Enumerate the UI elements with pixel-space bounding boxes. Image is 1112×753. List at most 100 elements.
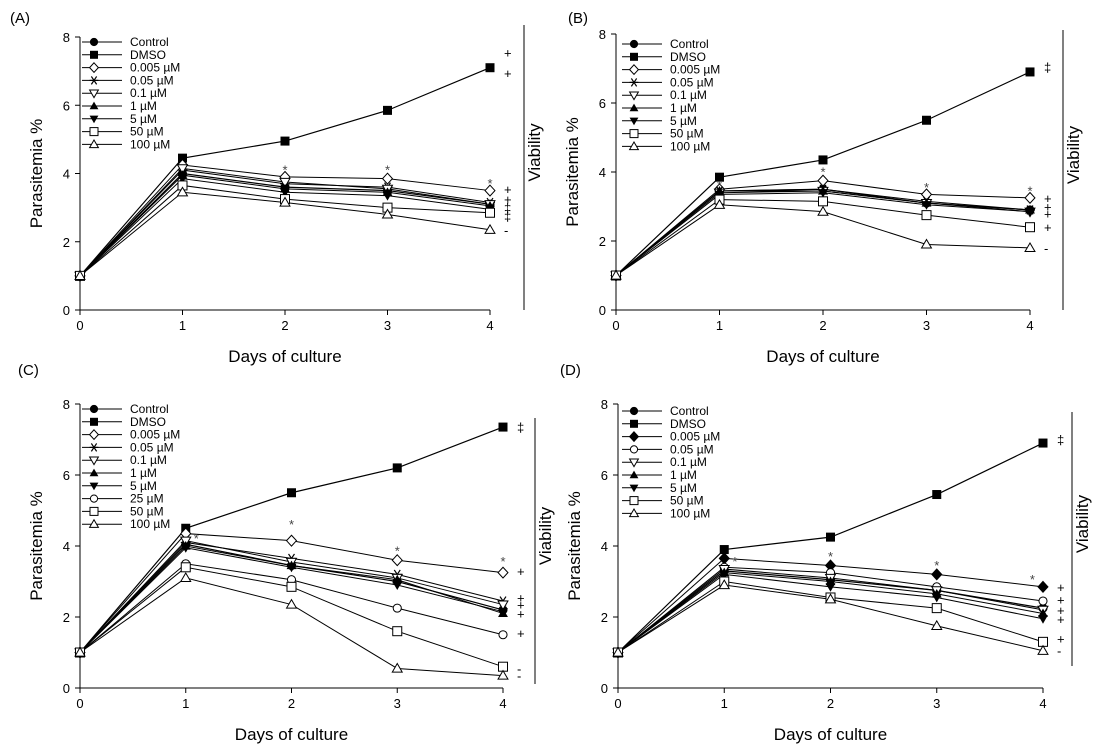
data-point [930,619,943,630]
significance-star: * [289,517,294,532]
chart-panel-a: (A) 0 2 4 6 8 0 1 2 3 4 Days of culture Parasitemia … [0,0,556,376]
legend-marker [88,518,100,528]
panel-label: (C) [18,362,39,379]
significance-star: * [924,180,929,195]
x-tick-label: 0 [612,318,619,333]
data-point [498,608,508,617]
legend-marker [629,406,639,416]
x-axis-title: Days of culture [235,725,348,744]
legend-entry: 0.005 µM [82,428,180,442]
x-tick-label: 4 [486,318,493,333]
data-point [713,198,726,209]
legend-entry: Control [82,402,169,416]
viability-label: Viability [536,506,555,565]
y-tick-label: 8 [63,30,70,45]
legend-marker [89,101,99,110]
data-point [286,563,297,573]
legend-label: 5 µM [130,479,157,493]
significance-star: * [1027,183,1032,198]
data-point [818,189,828,198]
viability-symbol: ‡ [517,420,524,435]
data-point [1037,644,1049,655]
legend-marker [628,91,640,101]
data-point [392,574,403,584]
legend-marker [90,417,98,426]
data-point [74,269,86,280]
legend-entry: 1 µM [82,466,157,480]
data-point [485,207,495,218]
viability-symbol: + [504,45,512,60]
x-tick-label: 3 [933,696,940,711]
y-axis-title: Parasitemia % [27,119,46,229]
y-axis-title: Parasitemia % [565,491,584,601]
series-markers-100-um [612,579,1049,657]
legend-label: 0.005 µM [670,430,720,444]
legend-marker [629,445,639,454]
viability-label: Viability [525,123,544,182]
data-point [280,136,290,146]
legend-marker [89,482,99,491]
legend-marker [89,404,99,414]
data-point [1025,222,1035,233]
legend-label: 5 µM [670,481,697,495]
legend-label: 0.1 µM [130,86,167,100]
viability-symbol: + [1057,592,1065,607]
legend-label: 0.05 µM [670,442,714,456]
viability-symbol: + [517,606,525,621]
legend-entry: 1 µM [622,468,697,482]
data-point [484,184,496,197]
data-point [1024,191,1036,205]
x-tick-label: 3 [384,318,391,333]
chart-panel-d: (D) 0 2 4 6 8 0 1 2 3 4 Days of culture Parasitemia … [556,362,1112,753]
data-point [497,566,509,579]
x-tick-label: 2 [827,696,834,711]
data-point [718,552,730,565]
data-point [279,177,291,188]
data-point [719,545,729,555]
y-tick-label: 4 [63,539,70,554]
data-point [718,579,731,590]
legend-label: 0.1 µM [670,88,707,102]
data-point [382,192,393,201]
legend-marker [629,496,639,506]
legend-entry: 5 µM [82,479,157,493]
legend-label: 50 µM [130,504,164,518]
legend-marker [629,39,639,49]
legend-label: 100 µM [670,139,710,153]
legend-marker [628,64,640,76]
data-point [391,662,404,673]
viability-label: Viability [1064,125,1083,184]
data-point [381,208,394,219]
legend-label: 0.005 µM [130,61,180,75]
legend-entry: 25 µM [82,492,164,506]
legend-marker [629,484,639,493]
line-chart: 0 2 4 6 8 0 1 2 3 4 Days of culture Parasitemia % Vi… [563,27,1083,366]
viability-symbol: + [1057,612,1065,627]
significance-star: * [395,544,400,559]
legend-entry: 5 µM [622,481,697,495]
y-tick-label: 6 [63,98,70,113]
y-tick-label: 2 [63,235,70,250]
x-tick-label: 2 [288,696,295,711]
x-tick-label: 4 [1039,696,1046,711]
legend-label: 0.1 µM [130,453,167,467]
data-point [287,488,296,498]
legend-marker [88,429,100,441]
legend-label: 1 µM [670,101,697,115]
x-tick-label: 1 [179,318,186,333]
data-point [932,490,942,500]
y-tick-label: 6 [599,96,606,111]
legend-entry: 50 µM [82,125,164,139]
x-axis-title: Days of culture [774,725,887,744]
legend-label: 50 µM [670,127,704,141]
data-point [497,600,509,611]
significance-star: * [717,178,722,193]
viability-symbol: + [1044,220,1052,235]
viability-label: Viability [1073,494,1092,553]
x-axis-title: Days of culture [228,347,341,366]
legend-entry: 100 µM [622,139,710,153]
data-point [1024,241,1036,252]
y-tick-label: 8 [601,397,608,412]
legend-label: Control [130,402,169,416]
legend-label: 0.05 µM [130,440,174,454]
